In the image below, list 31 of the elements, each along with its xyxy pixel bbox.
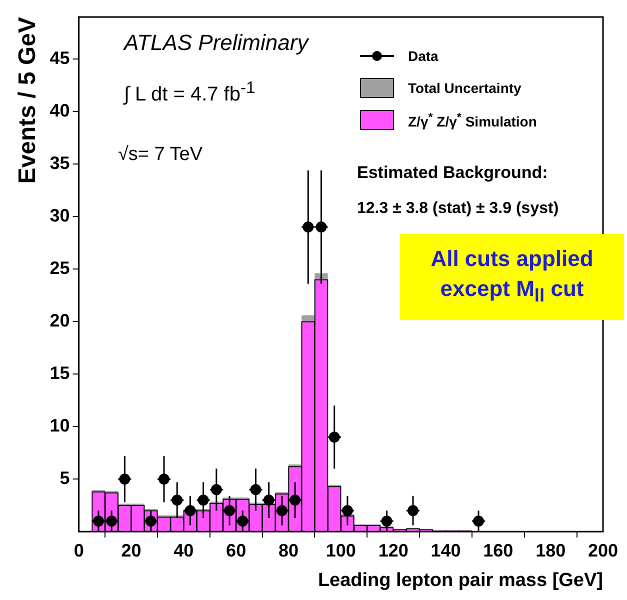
annotation: ∫ L dt = 4.7 fb$^{-1}$: [124, 78, 256, 107]
annotation: 12.3 ± 3.8 (stat) ± 3.9 (syst): [357, 200, 559, 218]
y-tick-label: 5: [60, 468, 70, 488]
y-tick-label: 30: [50, 206, 70, 226]
legend-label: Data: [408, 48, 438, 64]
x-tick-label: 160: [483, 540, 514, 560]
annotation: Estimated Background:: [357, 163, 548, 183]
y-tick-label: 20: [50, 310, 70, 331]
x-tick-label: 120: [378, 540, 408, 560]
y-tick-label: 25: [50, 258, 70, 278]
x-tick-label: 0: [74, 540, 84, 560]
legend-label: Z/γ$^{*}$ Z/γ$^{*}$ Simulation: [408, 110, 537, 130]
y-axis-title: Events / 5 GeV: [14, 17, 42, 184]
x-tick-label: 60: [226, 540, 246, 560]
x-tick-label: 180: [536, 540, 566, 560]
x-axis-title: Leading lepton pair mass [GeV]: [318, 570, 603, 591]
x-tick-label: 20: [121, 540, 142, 560]
annotation: All cuts applied except M$_{ll}$ cut: [400, 234, 624, 320]
y-tick-label: 15: [50, 363, 70, 384]
legend-label: Total Uncertainty: [408, 80, 522, 96]
annotation: √s= 7 TeV: [118, 144, 203, 166]
x-tick-label: 40: [174, 540, 194, 560]
y-tick-label: 45: [50, 48, 70, 68]
x-tick-label: 100: [326, 540, 356, 560]
x-tick-label: 140: [430, 540, 461, 560]
annotation: ATLAS Preliminary: [124, 30, 308, 56]
y-tick-label: 40: [50, 100, 70, 120]
y-tick-label: 35: [50, 152, 70, 173]
x-tick-label: 200: [588, 540, 618, 560]
y-tick-label: 10: [50, 416, 70, 436]
x-tick-label: 80: [278, 540, 299, 560]
